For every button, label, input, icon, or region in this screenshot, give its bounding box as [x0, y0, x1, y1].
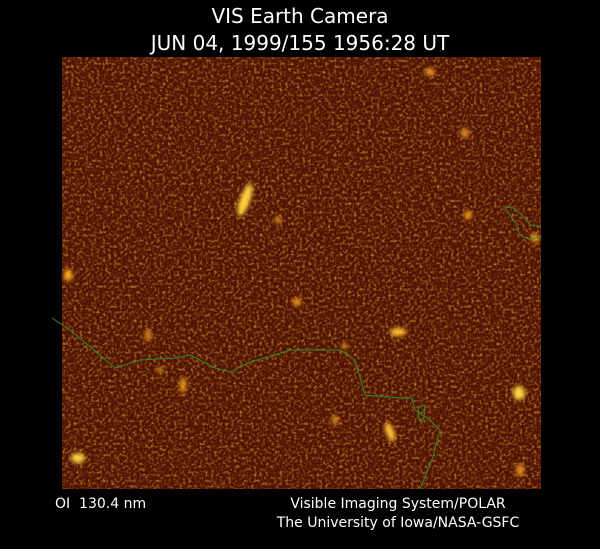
camera-image [51, 57, 542, 490]
credit-line-1: Visible Imaging System/POLAR [290, 496, 506, 512]
bright-spots [64, 68, 539, 476]
wavelength: OI 130.4 nm [55, 496, 146, 512]
subtitle: JUN 04, 1999/155 1956:28 UT [149, 31, 450, 55]
credit-line-2: The University of Iowa/NASA-GSFC [276, 515, 520, 531]
image-noise [62, 57, 541, 489]
title: VIS Earth Camera [211, 4, 388, 28]
coastline [51, 206, 542, 490]
